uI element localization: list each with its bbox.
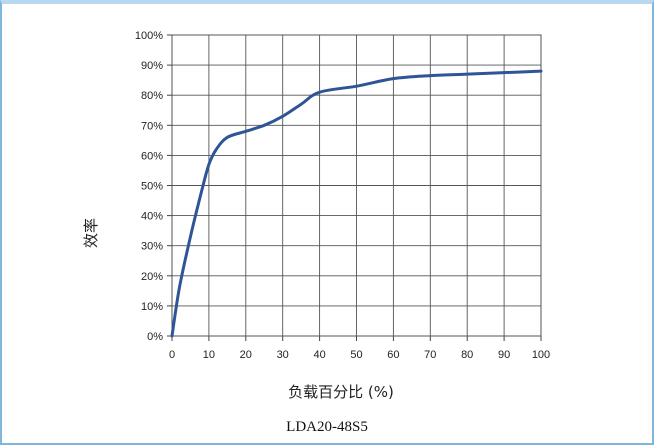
y-tick-label: 70% [141,120,163,132]
x-tick-label: 70 [424,349,436,361]
y-tick-label: 100% [135,30,163,42]
efficiency-series-line [170,69,543,338]
x-axis-title: 负载百分比 (%) [288,383,394,401]
x-tick-label: 10 [203,349,215,361]
chart-caption: LDA20-48S5 [286,419,368,435]
x-tick-label: 50 [350,349,362,361]
y-tick-label: 10% [141,301,163,313]
y-tick-label: 20% [141,271,163,283]
x-tick-label: 20 [240,349,252,361]
x-tick-label: 90 [498,349,510,361]
y-tick-label: 30% [141,241,163,253]
series-group [170,69,543,338]
y-tick-label: 80% [141,90,163,102]
y-tick-labels: 0% 10% 20% 30% 40% 50% 60% 70% 80% 90% 100% [135,30,163,343]
x-tick-label: 30 [277,349,289,361]
x-tick-label: 60 [387,349,399,361]
y-tick-label: 50% [141,181,163,193]
grid-lines [167,34,542,341]
x-tick-label: 0 [169,349,175,361]
x-tick-label: 80 [461,349,473,361]
y-tick-label: 90% [141,60,163,72]
y-tick-label: 0% [147,331,163,343]
x-tick-label: 40 [313,349,325,361]
y-tick-label: 40% [141,211,163,223]
x-tick-label: 100 [532,349,550,361]
y-axis-title: 效率 [82,218,100,248]
x-tick-labels: 0 10 20 30 40 50 60 70 80 90 100 [169,349,550,361]
y-tick-label: 60% [141,150,163,162]
